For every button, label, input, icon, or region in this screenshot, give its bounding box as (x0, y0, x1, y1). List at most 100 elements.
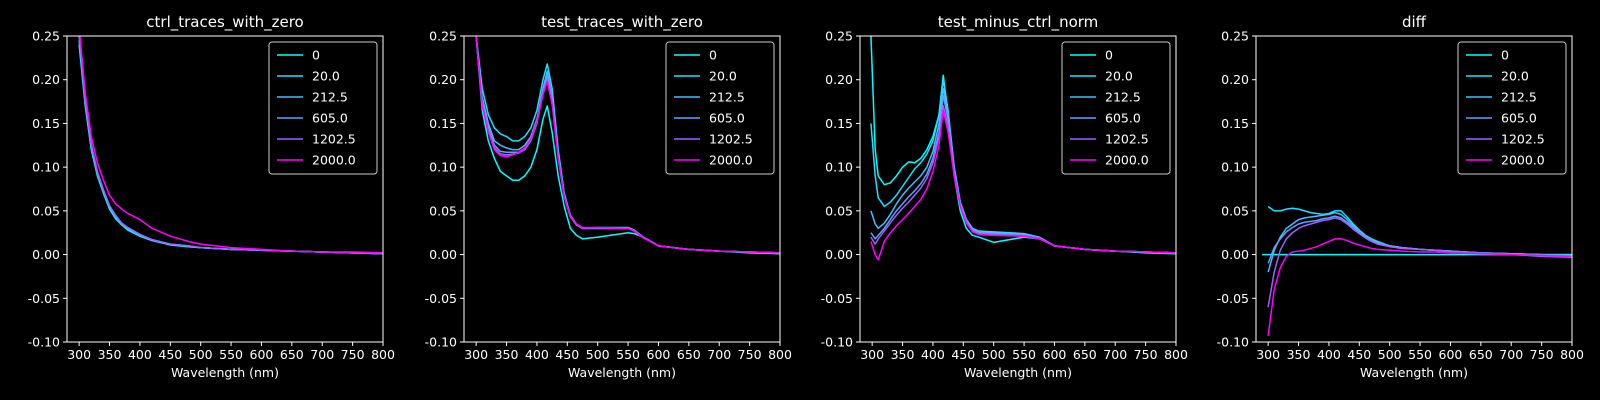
legend-label: 212.5 (312, 90, 348, 105)
x-tick-label: 400 (921, 347, 945, 362)
x-tick-label: 700 (1499, 347, 1523, 362)
y-tick-label: 0.05 (1221, 203, 1249, 218)
x-tick-label: 450 (951, 347, 975, 362)
y-tick-label: 0.05 (32, 203, 60, 218)
y-tick-label: 0.10 (32, 160, 60, 175)
x-tick-label: 800 (1560, 347, 1584, 362)
y-tick-label: -0.05 (821, 291, 853, 306)
series-group (1262, 205, 1572, 336)
legend-box (1457, 41, 1567, 175)
y-tick-label: -0.05 (1217, 291, 1249, 306)
x-tick-label: 500 (189, 347, 213, 362)
x-tick-label: 600 (250, 347, 274, 362)
legend-box (1061, 41, 1171, 175)
series-line-4 (1267, 217, 1572, 308)
legend-label: 1202.5 (312, 132, 356, 147)
y-tick-label: 0.20 (429, 72, 457, 87)
legend-label: 212.5 (709, 90, 745, 105)
x-tick-label: 750 (738, 347, 762, 362)
legend-label: 0 (312, 48, 320, 63)
series-line-5 (1267, 238, 1572, 336)
x-tick-label: 450 (158, 347, 182, 362)
x-tick-label: 650 (280, 347, 304, 362)
series-group (78, 36, 383, 255)
x-tick-label: 750 (1134, 347, 1158, 362)
legend-label: 1202.5 (1105, 132, 1149, 147)
y-tick-label: -0.10 (425, 335, 457, 350)
y-tick-label: 0.15 (429, 116, 457, 131)
x-tick-label: 700 (707, 347, 731, 362)
legend-label: 605.0 (312, 111, 348, 126)
y-tick-label: 0.20 (825, 72, 853, 87)
y-tick-label: 0.25 (1221, 29, 1249, 44)
axes-frame (859, 35, 1177, 343)
y-tick-label: -0.10 (1217, 335, 1249, 350)
chart-panel-2: 300 350 400 450 500 550 600 650 700 750 800 -0.10 -0… (821, 13, 1188, 380)
x-tick-label: 500 (586, 347, 610, 362)
x-tick-label: 450 (1347, 347, 1371, 362)
axes-frame (1255, 35, 1573, 343)
axes-frame (66, 35, 384, 343)
y-tick-label: 0.00 (825, 247, 853, 262)
x-axis-label: Wavelength (nm) (964, 365, 1072, 380)
y-tick-label: 0.10 (429, 160, 457, 175)
chart-title: ctrl_traces_with_zero (146, 13, 303, 32)
chart-panel-0: 300 350 400 450 500 550 600 650 700 750 800 -0.10 -0… (28, 13, 395, 380)
y-tick-label: 0.15 (32, 116, 60, 131)
legend-label: 20.0 (1105, 69, 1133, 84)
y-tick-label: 0.00 (429, 247, 457, 262)
x-tick-label: 600 (1439, 347, 1463, 362)
x-axis-label: Wavelength (nm) (171, 365, 279, 380)
legend-label: 0 (1105, 48, 1113, 63)
y-tick-label: 0.15 (825, 116, 853, 131)
y-tick-label: 0.00 (1221, 247, 1249, 262)
legend-label: 212.5 (1105, 90, 1141, 105)
series-group (475, 36, 780, 255)
x-tick-label: 400 (525, 347, 549, 362)
x-tick-label: 750 (341, 347, 365, 362)
series-line-5 (79, 36, 383, 254)
series-line-5 (870, 109, 1176, 261)
legend-label: 1202.5 (709, 132, 753, 147)
chart-panel-3: 300 350 400 450 500 550 600 650 700 750 800 -0.10 -0… (1217, 13, 1584, 380)
series-group (870, 36, 1176, 261)
y-tick-label: 0.00 (32, 247, 60, 262)
y-tick-label: 0.10 (825, 160, 853, 175)
x-tick-label: 650 (1073, 347, 1097, 362)
legend: 0 20.0 212.5 605.0 1202.5 2000.0 (268, 41, 378, 175)
legend-label: 0 (1501, 48, 1509, 63)
x-tick-label: 650 (677, 347, 701, 362)
y-tick-label: -0.10 (821, 335, 853, 350)
legend: 0 20.0 212.5 605.0 1202.5 2000.0 (1061, 41, 1171, 175)
x-tick-label: 550 (1408, 347, 1432, 362)
legend-label: 20.0 (312, 69, 340, 84)
x-tick-label: 400 (1317, 347, 1341, 362)
chart-title: test_traces_with_zero (541, 13, 703, 32)
x-tick-label: 350 (1287, 347, 1311, 362)
legend-label: 605.0 (1105, 111, 1141, 126)
legend-label: 2000.0 (709, 153, 753, 168)
x-tick-label: 700 (1103, 347, 1127, 362)
x-tick-label: 350 (98, 347, 122, 362)
legend-label: 1202.5 (1501, 132, 1545, 147)
x-tick-label: 650 (1469, 347, 1493, 362)
x-tick-label: 550 (219, 347, 243, 362)
x-tick-label: 450 (555, 347, 579, 362)
legend-box (268, 41, 378, 175)
legend-label: 212.5 (1501, 90, 1537, 105)
x-tick-label: 300 (67, 347, 91, 362)
x-tick-label: 600 (647, 347, 671, 362)
x-tick-label: 800 (371, 347, 395, 362)
x-tick-label: 800 (768, 347, 792, 362)
legend-label: 20.0 (1501, 69, 1529, 84)
chart-title: diff (1402, 13, 1427, 31)
x-tick-label: 350 (891, 347, 915, 362)
series-line-5 (475, 36, 780, 254)
legend-label: 20.0 (709, 69, 737, 84)
y-tick-label: 0.25 (429, 29, 457, 44)
y-tick-label: 0.25 (825, 29, 853, 44)
legend-label: 605.0 (709, 111, 745, 126)
y-tick-label: -0.10 (28, 335, 60, 350)
y-tick-label: -0.05 (28, 291, 60, 306)
